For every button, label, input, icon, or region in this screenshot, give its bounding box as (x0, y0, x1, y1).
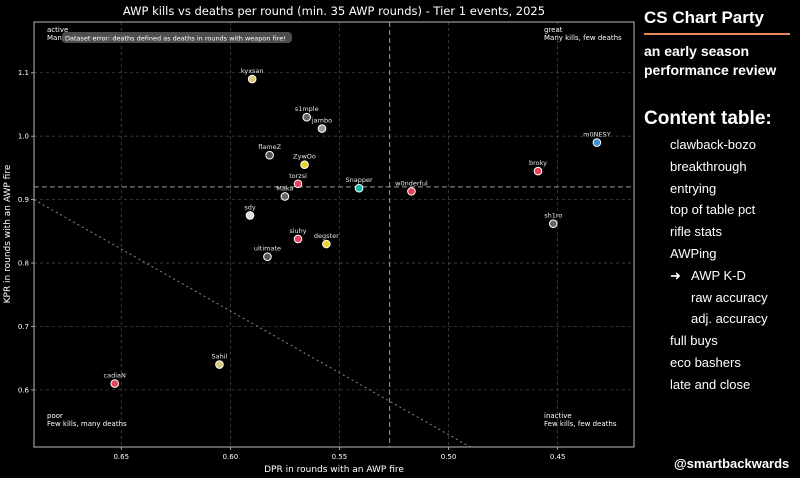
data-point-label: Maka (276, 184, 293, 192)
data-point (215, 360, 224, 369)
quadrant-bottom-left-subtitle: Few kills, many deaths (47, 420, 127, 428)
content-table-item-label: full buys (670, 333, 718, 349)
content-table-item-label: breakthrough (670, 158, 747, 174)
y-axis-label: KPR in rounds with an AWP fire (3, 164, 13, 303)
data-point-label: broky (529, 159, 547, 167)
content-table-item[interactable]: adj. accuracy (644, 308, 768, 330)
data-point-label: jambo (311, 117, 332, 125)
content-table-item[interactable]: late and close (644, 374, 768, 396)
data-point-label: sh1ro (544, 212, 562, 220)
content-table-item-label: eco bashers (670, 354, 741, 370)
data-point (293, 234, 303, 244)
data-point-label: cadiaN (104, 372, 126, 380)
series-subtitle: an early season performance review (644, 43, 777, 78)
data-point (293, 179, 303, 189)
content-table-item[interactable]: AWPing (644, 243, 768, 265)
data-point-label: torzsi (289, 172, 307, 180)
y-tick-label: 1.0 (18, 133, 29, 141)
y-tick-label: 0.8 (18, 260, 29, 268)
quadrant-top-left-title: active (47, 26, 68, 34)
x-tick-label: 0.50 (441, 453, 457, 461)
data-point (247, 74, 257, 84)
content-table-item-label: raw accuracy (691, 289, 768, 305)
content-table-heading: Content table: (644, 108, 772, 129)
content-table-item[interactable]: rifle stats (644, 221, 768, 243)
x-axis-label: DPR in rounds with an AWP fire (264, 465, 404, 475)
author-handle: @smartbackwards (674, 456, 790, 471)
x-tick-label: 0.55 (332, 453, 348, 461)
data-point (280, 192, 290, 201)
data-point-label: Snapper (346, 176, 373, 184)
content-table-item[interactable]: ➜ AWP K-D (644, 265, 768, 287)
data-point-label: flameZ (258, 143, 281, 151)
content-table: clawback-bozo breakthrough entrying top of … (644, 134, 768, 396)
quadrant-top-right-subtitle: Many kills, few deaths (544, 34, 622, 42)
data-point (533, 166, 543, 176)
data-point-label: ultimate (254, 245, 281, 253)
data-point-label: degster (314, 232, 339, 240)
dataset-note: Dataset error: deaths defined as deaths … (65, 35, 286, 43)
data-points: m0NESY broky w0nderful Snapper ZywOo torzsi Ma… (104, 67, 611, 388)
quadrant-bottom-left-title: poor (47, 412, 63, 420)
data-point-label: Sahil (212, 353, 228, 361)
data-point (354, 183, 364, 193)
note-box (62, 32, 292, 43)
axes: 0.650.600.550.500.450.400.60.70.80.91.01… (18, 69, 566, 461)
quadrant-top-right-title: great (544, 26, 563, 34)
y-tick-label: 1.1 (18, 69, 29, 77)
content-table-item[interactable]: entrying (644, 178, 768, 200)
content-table-item[interactable]: breakthrough (644, 156, 768, 178)
x-tick-label: 0.65 (113, 453, 129, 461)
content-table-item[interactable]: raw accuracy (644, 287, 768, 309)
y-tick-label: 0.6 (18, 386, 30, 394)
data-point-label: ZywOo (293, 153, 316, 161)
data-point (322, 239, 331, 249)
data-point-label: w0nderful (395, 179, 428, 187)
current-section-arrow-icon: ➜ (670, 267, 681, 283)
content-table-item-label: top of table pct (670, 202, 756, 218)
grid (34, 22, 634, 447)
content-table-item[interactable]: full buys (644, 330, 768, 352)
brand-title: CS Chart Party (644, 8, 764, 27)
content-table-item[interactable]: clawback-bozo (644, 134, 768, 156)
data-point-label: siuhy (289, 227, 306, 235)
data-point (245, 211, 255, 220)
content-table-item-label: entrying (670, 180, 717, 196)
quadrant-bottom-right-title: inactive (544, 412, 572, 420)
chart-background (0, 0, 640, 478)
kd-parity-line (33, 199, 471, 448)
x-tick-label: 0.60 (223, 453, 239, 461)
plot-frame (33, 21, 635, 448)
scatter-chart: 0.650.600.550.500.450.400.60.70.80.91.01… (0, 0, 640, 478)
data-point-label: sdy (244, 203, 256, 211)
content-table-item-label: adj. accuracy (691, 311, 768, 327)
content-table-item-label: AWP K-D (691, 267, 746, 283)
data-point-label: s1mple (295, 105, 319, 113)
data-point (302, 112, 312, 122)
data-point (592, 138, 602, 147)
data-point (110, 379, 120, 388)
content-table-item[interactable]: top of table pct (644, 199, 768, 221)
content-table-item-label: late and close (670, 376, 751, 392)
data-point-label: m0NESY (583, 131, 611, 139)
y-tick-label: 0.9 (18, 196, 29, 204)
reference-lines (33, 22, 634, 448)
data-point (263, 252, 272, 262)
brand-underline (644, 33, 790, 35)
content-table-item[interactable]: eco bashers (644, 352, 768, 374)
chart-title: AWP kills vs deaths per round (min. 35 A… (123, 4, 545, 18)
content-table-item-label: rifle stats (670, 224, 723, 240)
data-point (317, 124, 327, 133)
quadrant-bottom-right-subtitle: Few kills, few deaths (544, 420, 617, 428)
content-table-item-label: clawback-bozo (670, 137, 756, 152)
data-point (300, 160, 309, 170)
data-point (407, 187, 416, 196)
x-tick-label: 0.45 (550, 453, 566, 461)
data-point-label: kyxsan (241, 67, 264, 75)
data-point (265, 150, 274, 160)
y-tick-label: 0.7 (18, 323, 29, 331)
data-point (548, 219, 558, 229)
content-table-item-label: AWPing (670, 245, 717, 261)
